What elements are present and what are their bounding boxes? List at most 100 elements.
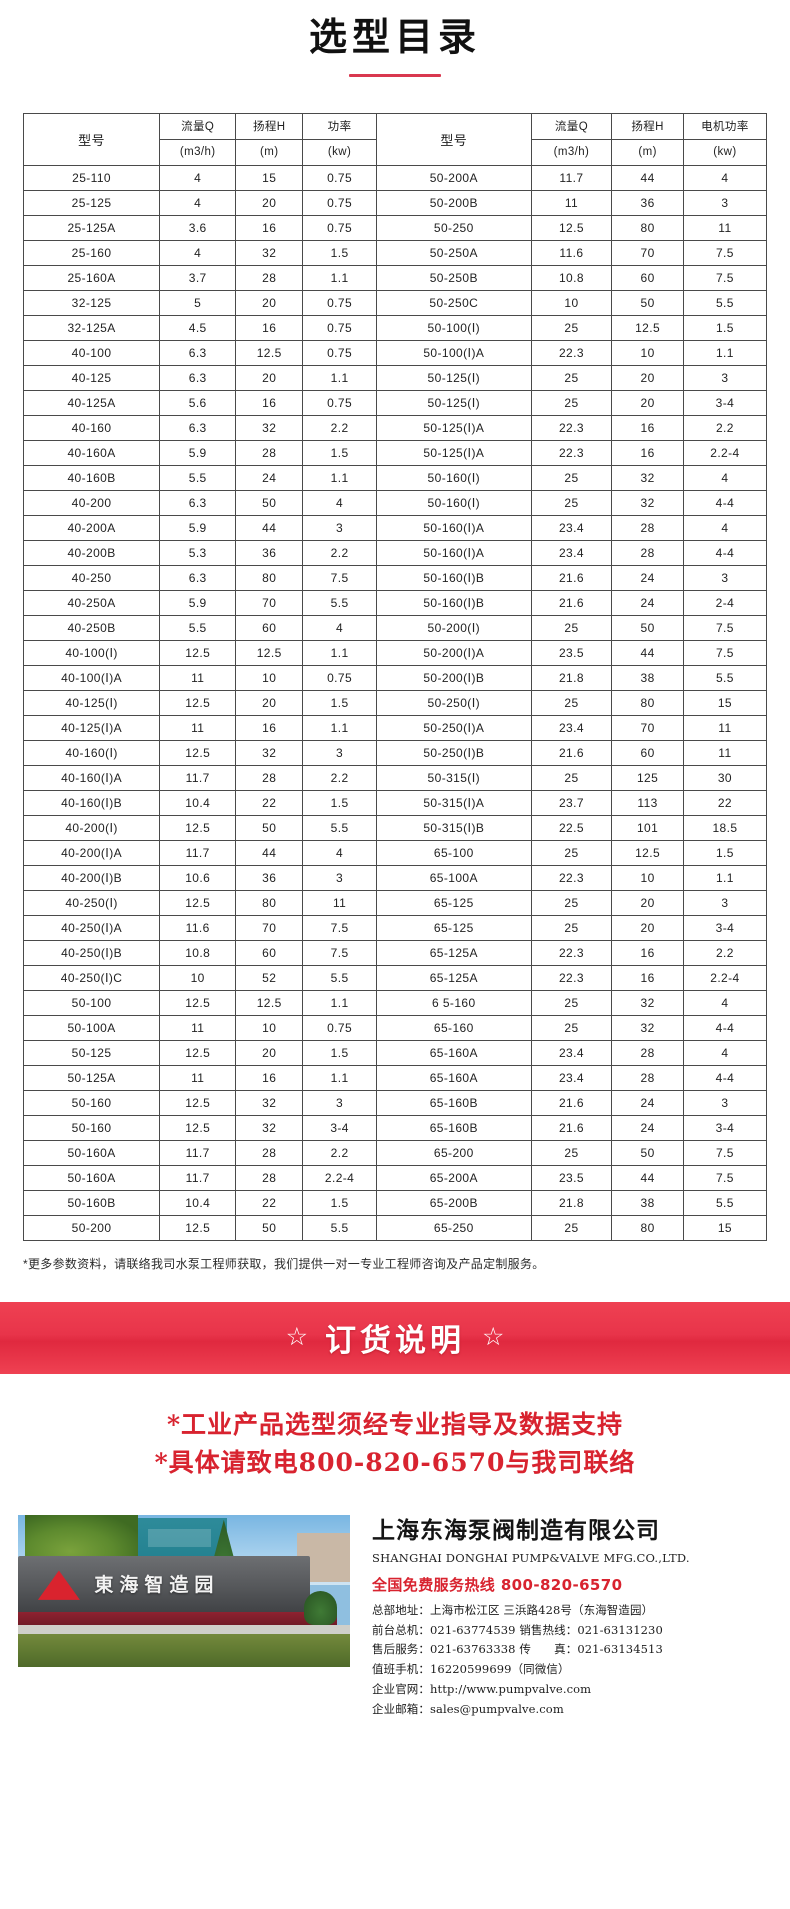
company-name-en: SHANGHAI DONGHAI PUMP&VALVE MFG.CO.,LTD.	[372, 1550, 690, 1565]
cell-head-left: 32	[235, 1089, 304, 1116]
cell-head-right: 20	[611, 364, 684, 391]
contact-email[interactable]: 企业邮箱：sales@pumpvalve.com	[372, 1701, 564, 1716]
header-power-unit-right: (kw)	[682, 138, 768, 166]
cell-head-right: 32	[611, 464, 684, 491]
pump-spec-table: 型号 流量Q 扬程H 功率 型号 流量Q 扬程H 电机功率 (m3/h) (m)…	[22, 112, 768, 1241]
company-footer: 東海智造园 上海东海泵阀制造有限公司 SHANGHAI DONGHAI PUMP…	[0, 1515, 790, 1737]
cell-power-left: 1.5	[302, 1189, 377, 1216]
cell-power-right: 5.5	[682, 664, 768, 691]
cell-flow-right: 25	[530, 1014, 613, 1041]
cell-flow-left: 11.7	[159, 839, 237, 866]
cell-model-left: 25-125	[22, 189, 161, 216]
spec-table-body: 25-110 4 15 0.75 50-200A 11.7 44 4 25-125 4 20 0.75…	[22, 164, 768, 1241]
contact-switchboard-sales: 前台总机：021-63774539 销售热线：021-63131230	[372, 1622, 663, 1637]
cell-flow-left: 12.5	[159, 739, 237, 766]
cell-model-left: 50-160B	[22, 1189, 161, 1216]
cell-head-right: 125	[611, 764, 684, 791]
header-flow-left: 流量Q	[159, 112, 237, 140]
table-row: 50-125A 11 16 1.1 65-160A 23.4 28 4-4	[22, 1064, 768, 1091]
cell-head-right: 16	[611, 414, 684, 441]
company-hotline: 全国免费服务热线 800-820-6570	[372, 1575, 623, 1594]
cell-power-right: 4	[682, 1039, 768, 1066]
cell-model-left: 40-200A	[22, 514, 161, 541]
cell-head-left: 36	[235, 539, 304, 566]
banner-inner: ☆ 订货说明 ☆	[286, 1315, 505, 1360]
cell-head-left: 12.5	[235, 989, 304, 1016]
cell-head-left: 16	[235, 314, 304, 341]
cell-flow-left: 4	[159, 164, 237, 191]
cell-model-left: 50-160A	[22, 1164, 161, 1191]
page-title: 选型目录	[308, 15, 481, 59]
cell-head-left: 15	[235, 164, 304, 191]
cell-head-right: 28	[611, 539, 684, 566]
table-row: 40-125 6.3 20 1.1 50-125(Ⅰ) 25 20 3	[22, 364, 768, 391]
cell-power-right: 4-4	[682, 1014, 768, 1041]
cell-model-right: 65-200	[376, 1139, 532, 1166]
cell-head-left: 60	[235, 614, 304, 641]
cell-model-right: 50-100(Ⅰ)A	[376, 339, 532, 366]
cell-flow-left: 12.5	[159, 1114, 237, 1141]
cell-head-left: 10	[235, 1014, 304, 1041]
table-row: 40-160 6.3 32 2.2 50-125(Ⅰ)A 22.3 16 2.2	[22, 414, 768, 441]
cell-model-left: 50-125	[22, 1039, 161, 1066]
cell-head-right: 80	[611, 1214, 684, 1241]
cell-flow-right: 25	[530, 389, 613, 416]
cell-head-right: 10	[611, 339, 684, 366]
table-row: 50-160 12.5 32 3 65-160B 21.6 24 3	[22, 1089, 768, 1116]
cell-flow-left: 12.5	[159, 1214, 237, 1241]
table-row: 40-250 6.3 80 7.5 50-160(Ⅰ)B 21.6 24 3	[22, 564, 768, 591]
cell-flow-right: 23.4	[530, 1039, 613, 1066]
table-row: 50-160A 11.7 28 2.2-4 65-200A 23.5 44 7.5	[22, 1164, 768, 1191]
cell-power-left: 5.5	[302, 964, 377, 991]
star-icon-left: ☆	[285, 1323, 308, 1352]
cell-model-left: 40-250B	[22, 614, 161, 641]
cell-flow-left: 12.5	[159, 639, 237, 666]
cell-model-right: 65-160A	[376, 1064, 532, 1091]
cell-power-right: 4	[682, 989, 768, 1016]
table-row: 40-200B 5.3 36 2.2 50-160(Ⅰ)A 23.4 28 4-4	[22, 539, 768, 566]
table-row: 40-100 6.3 12.5 0.75 50-100(Ⅰ)A 22.3 10 1.1	[22, 339, 768, 366]
table-row: 40-200(Ⅰ)A 11.7 44 4 65-100 25 12.5 1.5	[22, 839, 768, 866]
cell-model-right: 65-125	[376, 914, 532, 941]
cell-flow-left: 12.5	[159, 1089, 237, 1116]
cell-model-right: 50-125(Ⅰ)A	[376, 414, 532, 441]
cell-power-right: 4-4	[682, 1064, 768, 1091]
cell-power-left: 1.1	[302, 714, 377, 741]
table-row: 25-160A 3.7 28 1.1 50-250B 10.8 60 7.5	[22, 264, 768, 291]
cell-flow-left: 6.3	[159, 414, 237, 441]
star-icon-right: ☆	[482, 1323, 505, 1352]
cell-flow-left: 6.3	[159, 564, 237, 591]
cell-head-right: 38	[611, 1189, 684, 1216]
cell-flow-left: 6.3	[159, 364, 237, 391]
cell-model-right: 65-100A	[376, 864, 532, 891]
cell-power-right: 1.5	[682, 314, 768, 341]
header-head-left: 扬程H	[235, 112, 304, 140]
cell-model-left: 32-125A	[22, 314, 161, 341]
table-row: 25-160 4 32 1.5 50-250A 11.6 70 7.5	[22, 239, 768, 266]
cell-power-right: 2.2	[682, 939, 768, 966]
cell-model-left: 40-160(Ⅰ)A	[22, 764, 161, 791]
company-contact-list: 总部地址：上海市松江区 三浜路428号（东海智造园） 前台总机：021-6377…	[372, 1601, 772, 1720]
cell-head-left: 28	[235, 264, 304, 291]
cell-model-left: 25-110	[22, 164, 161, 191]
cell-head-left: 70	[235, 914, 304, 941]
cell-model-right: 50-315(Ⅰ)A	[376, 789, 532, 816]
cell-power-left: 1.1	[302, 989, 377, 1016]
cell-flow-right: 21.8	[530, 1189, 613, 1216]
cell-power-right: 3-4	[682, 914, 768, 941]
cell-model-left: 40-250(Ⅰ)	[22, 889, 161, 916]
cell-head-right: 12.5	[611, 314, 684, 341]
cell-flow-right: 11.6	[530, 239, 613, 266]
cell-power-right: 3	[682, 889, 768, 916]
cell-head-right: 70	[611, 714, 684, 741]
cell-power-left: 2.2	[302, 764, 377, 791]
cell-power-right: 3-4	[682, 1114, 768, 1141]
table-row: 40-250(Ⅰ)A 11.6 70 7.5 65-125 25 20 3-4	[22, 914, 768, 941]
contact-website[interactable]: 企业官网：http://www.pumpvalve.com	[372, 1682, 592, 1696]
company-info: 上海东海泵阀制造有限公司 SHANGHAI DONGHAI PUMP&VALVE…	[372, 1515, 772, 1719]
cell-power-left: 1.1	[302, 464, 377, 491]
cell-head-left: 70	[235, 589, 304, 616]
contact-service-fax: 售后服务：021-63763338 传 真：021-63134513	[372, 1642, 663, 1657]
cell-model-left: 40-160(Ⅰ)B	[22, 789, 161, 816]
table-row: 50-160A 11.7 28 2.2 65-200 25 50 7.5	[22, 1139, 768, 1166]
